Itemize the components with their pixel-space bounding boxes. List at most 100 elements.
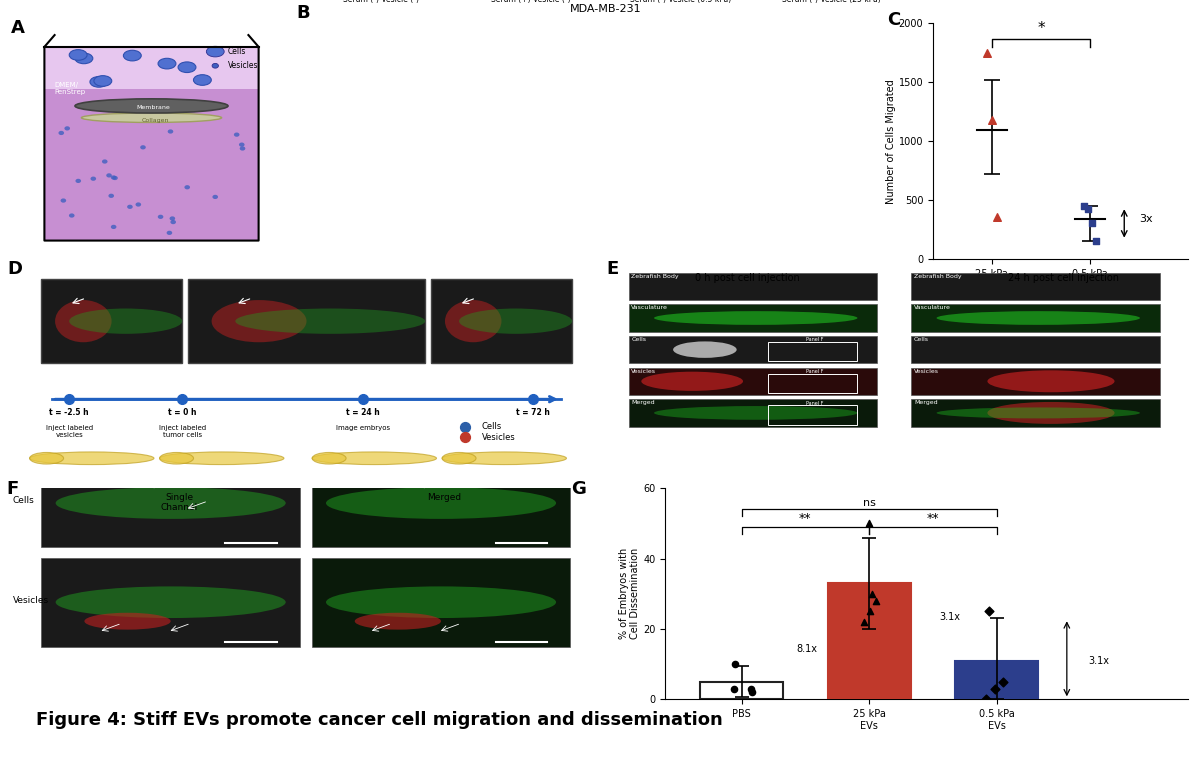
Text: Vesicles: Vesicles (228, 61, 258, 71)
Point (810, 149, 829, 161)
Point (396, 67, 415, 79)
Point (756, 217, 775, 229)
Point (827, 212, 846, 224)
Point (365, 198, 384, 210)
Point (864, 188, 883, 201)
Point (842, 213, 862, 226)
Point (810, 50, 829, 62)
Text: t = 24 h: t = 24 h (346, 408, 380, 417)
Ellipse shape (239, 143, 245, 146)
Point (853, 95, 872, 107)
Point (798, 196, 817, 208)
Point (888, 193, 907, 205)
Point (704, 97, 724, 109)
Ellipse shape (110, 225, 116, 229)
Point (758, 132, 778, 144)
Ellipse shape (641, 372, 743, 391)
Point (847, 179, 866, 191)
Bar (629, 367, 877, 395)
Point (367, 215, 386, 227)
Point (814, 143, 833, 156)
Point (817, 167, 836, 180)
Text: Zebrafish Body: Zebrafish Body (631, 274, 679, 279)
Ellipse shape (68, 213, 74, 218)
Point (365, 86, 384, 98)
Point (362, 147, 382, 160)
Point (666, 26, 685, 38)
Point (752, 160, 772, 172)
Point (731, 196, 750, 208)
Bar (911, 336, 1159, 363)
Ellipse shape (90, 177, 96, 181)
Point (631, 220, 650, 232)
Point (623, 58, 642, 71)
Point (769, 50, 788, 62)
Point (721, 60, 740, 72)
Point (404, 186, 424, 198)
Point (326, 27, 346, 40)
Point (859, 91, 878, 104)
Point (820, 208, 839, 220)
Ellipse shape (212, 195, 218, 199)
Point (385, 232, 404, 245)
Point (700, 240, 719, 253)
Point (826, 229, 845, 241)
Point (427, 68, 446, 81)
Point (685, 129, 704, 141)
Point (758, 210, 778, 222)
Point (762, 157, 781, 169)
Ellipse shape (170, 220, 176, 224)
Text: Serum (-) Vesicle (25 kPa): Serum (-) Vesicle (25 kPa) (782, 0, 881, 5)
Point (856, 97, 875, 109)
Point (335, 239, 354, 251)
Point (433, 167, 452, 179)
Point (983, 114, 1002, 126)
Point (706, 223, 725, 236)
Point (727, 46, 746, 58)
Point (863, 198, 882, 211)
Point (701, 146, 720, 158)
Point (787, 155, 806, 167)
Point (847, 157, 866, 170)
Point (628, 226, 647, 239)
Point (636, 246, 655, 258)
Point (631, 232, 650, 245)
Point (392, 210, 412, 222)
Point (820, 81, 839, 94)
Ellipse shape (30, 452, 154, 464)
Point (629, 38, 648, 50)
Point (817, 22, 836, 34)
Point (847, 228, 866, 240)
Ellipse shape (55, 587, 286, 618)
Point (338, 47, 358, 60)
Text: Merged: Merged (914, 400, 937, 405)
Point (644, 213, 664, 226)
Point (829, 173, 848, 185)
Point (628, 119, 647, 131)
Point (835, 188, 854, 201)
Text: Collagen: Collagen (142, 118, 169, 122)
Point (809, 246, 828, 259)
Point (821, 205, 840, 218)
Point (834, 184, 853, 196)
Point (738, 241, 757, 253)
Point (713, 36, 732, 49)
Point (754, 60, 773, 73)
Ellipse shape (127, 205, 133, 209)
Bar (312, 459, 570, 547)
Point (418, 35, 437, 47)
Point (612, 167, 631, 180)
Point (840, 230, 859, 243)
Point (869, 80, 888, 92)
Point (804, 128, 823, 140)
Point (431, 215, 450, 228)
Point (792, 36, 811, 49)
Ellipse shape (102, 160, 108, 164)
Point (764, 214, 784, 226)
Ellipse shape (70, 308, 182, 334)
Text: Cells: Cells (914, 337, 929, 342)
Point (617, 68, 636, 81)
Ellipse shape (107, 174, 112, 177)
Point (314, 57, 334, 69)
Point (877, 24, 896, 36)
